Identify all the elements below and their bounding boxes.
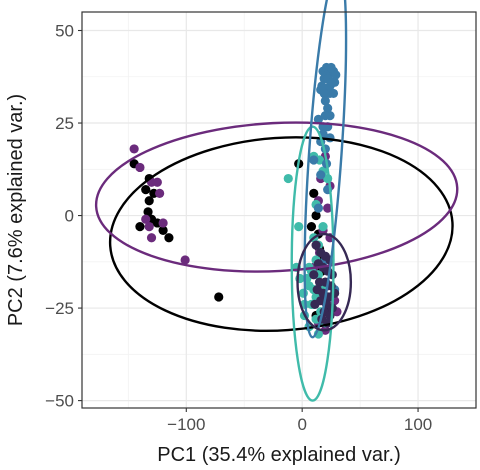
- data-point-series-5: [311, 240, 321, 250]
- data-point-series-3: [283, 173, 293, 184]
- data-point-series-5: [310, 299, 320, 309]
- data-point-series-4: [326, 62, 336, 73]
- data-point-series-4: [327, 77, 337, 87]
- data-point-series-5: [309, 270, 319, 280]
- data-point-series-2: [129, 144, 139, 154]
- data-point-series-1: [309, 188, 319, 198]
- ellipse-series-5: [296, 232, 353, 332]
- panel-border: [81, 11, 477, 409]
- data-point-series-1: [143, 207, 153, 217]
- data-point-series-4: [320, 111, 330, 121]
- panel-background: [82, 12, 476, 408]
- data-point-series-4: [317, 81, 327, 91]
- data-point-series-1: [164, 233, 174, 243]
- ellipse-series-1: [108, 136, 454, 332]
- x-axis-title: PC1 (35.4% explained var.): [157, 444, 400, 466]
- data-point-series-1: [158, 225, 168, 235]
- data-point-series-1: [144, 196, 154, 206]
- data-point-series-5: [330, 288, 340, 298]
- data-point-series-2: [155, 188, 165, 198]
- plot-panel: [81, 0, 477, 409]
- confidence-ellipses: [94, 0, 459, 402]
- data-point-series-4: [331, 70, 341, 80]
- data-point-series-1: [135, 222, 145, 232]
- data-point-series-2: [146, 233, 157, 243]
- data-point-series-3: [294, 222, 304, 232]
- data-point-series-1: [311, 210, 321, 221]
- ellipse-series-2: [94, 121, 459, 273]
- y-tick-label: 25: [55, 114, 74, 133]
- data-point-series-2: [158, 218, 168, 228]
- y-axis-title: PC2 (7.6% explained var.): [5, 94, 27, 326]
- ellipse-series-3: [290, 125, 335, 402]
- data-point-series-1: [141, 185, 151, 195]
- ellipse-series-4: [303, 0, 348, 339]
- data-point-series-4: [309, 155, 319, 165]
- data-point-series-4: [313, 114, 323, 124]
- data-point-series-2: [180, 255, 190, 265]
- y-tick-label: 50: [55, 22, 74, 41]
- y-tick-label: 0: [65, 207, 74, 226]
- y-tick-label: −25: [45, 299, 74, 318]
- data-point-series-2: [135, 162, 145, 173]
- data-point-series-2: [141, 214, 151, 224]
- x-tick-label: 100: [404, 415, 432, 434]
- data-point-series-2: [323, 203, 333, 213]
- data-point-series-2: [152, 177, 162, 187]
- data-point-series-1: [214, 292, 224, 302]
- data-point-series-2: [144, 222, 154, 232]
- data-point-series-4: [323, 103, 333, 113]
- data-point-series-4: [328, 88, 339, 99]
- data-point-series-4: [319, 88, 329, 99]
- y-tick-label: −50: [45, 392, 74, 411]
- axes: −100 0 100 −50 −25 0 25 50: [45, 22, 432, 434]
- data-point-series-4: [313, 203, 323, 213]
- data-point-series-4: [316, 170, 326, 180]
- x-tick-label: −100: [167, 415, 205, 434]
- data-point-series-1: [306, 222, 317, 232]
- data-point-series-3: [298, 288, 308, 298]
- data-point-series-3: [318, 222, 328, 232]
- x-tick-label: 0: [297, 415, 306, 434]
- data-point-series-4: [320, 96, 330, 106]
